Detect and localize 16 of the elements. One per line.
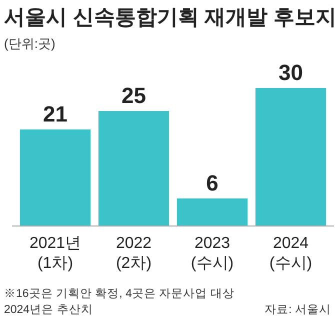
bar [20, 129, 91, 226]
chart-subtitle: (단위:곳) [4, 36, 56, 51]
text: ※16곳은 기획안 확정, 4곳은 자문사업 대상 2024년은 추산치 [4, 288, 234, 316]
x-tick-label: 2023 (수시) [190, 235, 234, 272]
data-label: 6 [206, 170, 218, 196]
data-label: 21 [43, 101, 68, 126]
x-tick-label: 2022 (2차) [116, 235, 152, 272]
data-label: 30 [278, 60, 303, 85]
text: 자료: 서울시 [264, 304, 331, 316]
bar [98, 111, 170, 226]
chart-title: 서울시 신속통합기획 재개발 후보지 [4, 6, 335, 29]
data-label: 25 [122, 83, 146, 108]
x-tick-label: 2024 (수시) [269, 235, 312, 272]
bar [176, 198, 248, 226]
bar [255, 88, 326, 226]
x-tick-label: 2021년 (1차) [29, 235, 82, 272]
